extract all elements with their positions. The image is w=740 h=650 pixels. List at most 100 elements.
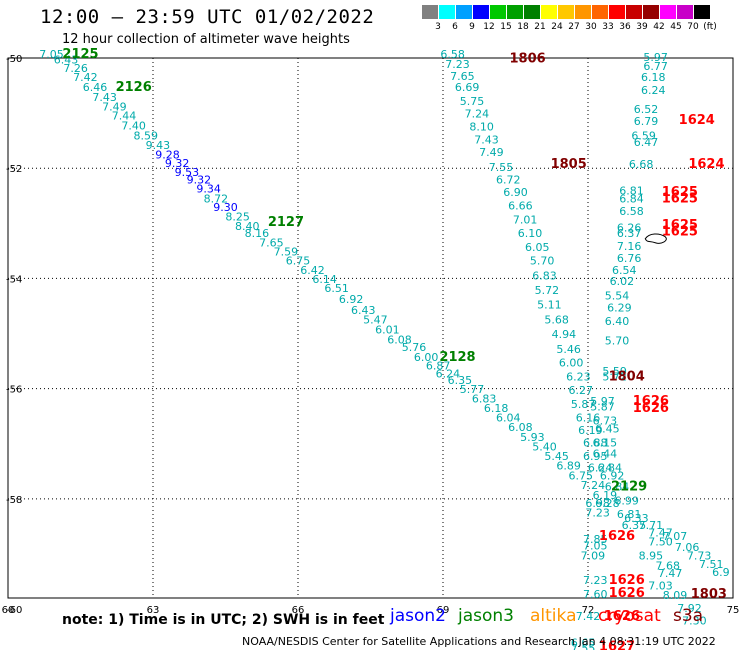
wave-height-value: 7.23 [583,574,608,587]
color-swatch [609,5,625,19]
wave-height-value: 6.02 [610,275,635,288]
track-number-label: 1624 [688,157,724,172]
wave-height-value: 6.84 [598,461,623,474]
wave-height-value: 5.87 [590,401,615,414]
wave-height-value: 6.43 [351,304,376,317]
color-swatch [439,5,455,19]
wave-height-value: 8.95 [639,549,664,562]
wave-height-value: 8.59 [134,130,159,143]
wave-height-value: 7.42 [73,71,98,84]
wave-height-value: 6.10 [518,227,543,240]
color-tick-label: 12 [483,22,495,32]
color-swatch [575,5,591,19]
wave-height-value: 6.79 [634,115,659,128]
wave-height-value: 6.52 [634,103,659,116]
wave-height-value: 6.24 [436,368,461,381]
wave-height-value: 7.50 [648,536,673,549]
wave-height-value: 7.59 [274,245,299,258]
wave-height-value: 6.77 [643,60,668,73]
wave-height-value: 6.84 [619,192,644,205]
wave-height-value: 6.66 [508,200,533,213]
wave-height-value: 6.75 [286,255,311,268]
wave-height-value: 6.08 [508,421,533,434]
wave-height-value: 6.89 [556,460,581,473]
wave-height-value: 6.19 [593,489,618,502]
wave-height-value: 7.85 [583,533,608,546]
track-number-label: 1804 [609,369,645,384]
color-swatch [507,5,523,19]
wave-height-value: 6.08 [387,333,412,346]
wave-height-value: 7.06 [675,541,700,554]
wave-height-value: 6.92 [339,293,364,306]
wave-height-value: 6.26 [617,222,642,235]
legend-jason2: jason2 [390,606,446,626]
wave-height-value: 7.09 [581,549,606,562]
color-swatch [694,5,710,19]
color-tick-label: 27 [568,22,580,32]
wave-height-value: 6.58 [440,48,465,61]
color-swatch [660,5,676,19]
wave-height-value: 6.87 [426,359,451,372]
wave-height-value: 7.43 [474,133,499,146]
x-tick-label: 63 [147,605,160,616]
color-swatch [473,5,489,19]
wave-height-value: 9.28 [155,148,180,161]
wave-height-value: 5.47 [363,314,388,327]
wave-height-value: 5.11 [537,299,562,312]
wave-height-value: 7.65 [259,236,284,249]
color-swatch [643,5,659,19]
wave-height-value: 7.73 [687,549,712,562]
wave-height-value: 7.51 [699,558,724,571]
wave-height-value: 6.81 [617,508,642,521]
wave-height-value: 6.83 [532,270,557,283]
track-number-label: 1625 [662,191,698,206]
wave-height-value: 7.55 [571,642,596,650]
y-tick-label: -56 [6,385,22,396]
wave-height-value: 8.72 [204,192,229,205]
wave-height-value: 8.25 [225,211,250,224]
wave-height-value: 7.49 [102,100,127,113]
wave-height-value: 6.95 [583,450,608,463]
wave-height-value: 6.27 [569,384,594,397]
wave-height-value: 6.04 [496,412,521,425]
wave-height-value: 5.72 [602,370,627,383]
wave-height-value: 6.88 [583,436,608,449]
wave-height-value: 6.75 [569,470,594,483]
color-tick-label: 9 [469,22,475,32]
track-number-label: 1625 [662,224,698,239]
wave-height-value: 6.14 [312,273,337,286]
wave-height-value: 4.94 [552,328,577,341]
track-number-label: 1625 [662,218,698,233]
legend-s3a: s3a [673,606,704,626]
wave-height-value: 5.76 [402,341,427,354]
color-swatch [677,5,693,19]
wave-height-value: 7.47 [648,526,673,539]
color-tick-label: 70 [687,22,699,32]
color-tick-label: 6 [452,22,458,32]
wave-height-value: 6.28 [595,497,620,510]
wave-height-value: 6.40 [605,315,630,328]
wave-height-value: 9.43 [146,139,171,152]
wave-height-value: 6.33 [624,512,649,525]
y-tick-label: -50 [6,54,22,65]
wave-height-value: 7.24 [465,108,490,121]
wave-height-value: 6.37 [617,227,642,240]
wave-height-value: 7.23 [445,58,470,71]
x-tick-label: 60 [2,605,15,616]
color-tick-label: 30 [585,22,597,32]
x-tick-label: 75 [727,605,740,616]
color-tick-label: 15 [500,22,512,32]
track-number-label: 1626 [599,529,635,544]
wave-height-value: 6.90 [503,186,528,199]
wave-height-value: 8.16 [245,227,270,240]
wave-height-value: 6.00 [414,351,439,364]
wave-height-value: 5.97 [590,395,615,408]
color-swatch [524,5,540,19]
wave-height-value: 6.16 [576,412,601,425]
wave-height-value: 6.43 [54,54,79,67]
wave-height-value: 7.40 [121,120,146,133]
wave-height-value: 7.05 [583,540,608,553]
wave-height-value: 5.97 [643,51,668,64]
